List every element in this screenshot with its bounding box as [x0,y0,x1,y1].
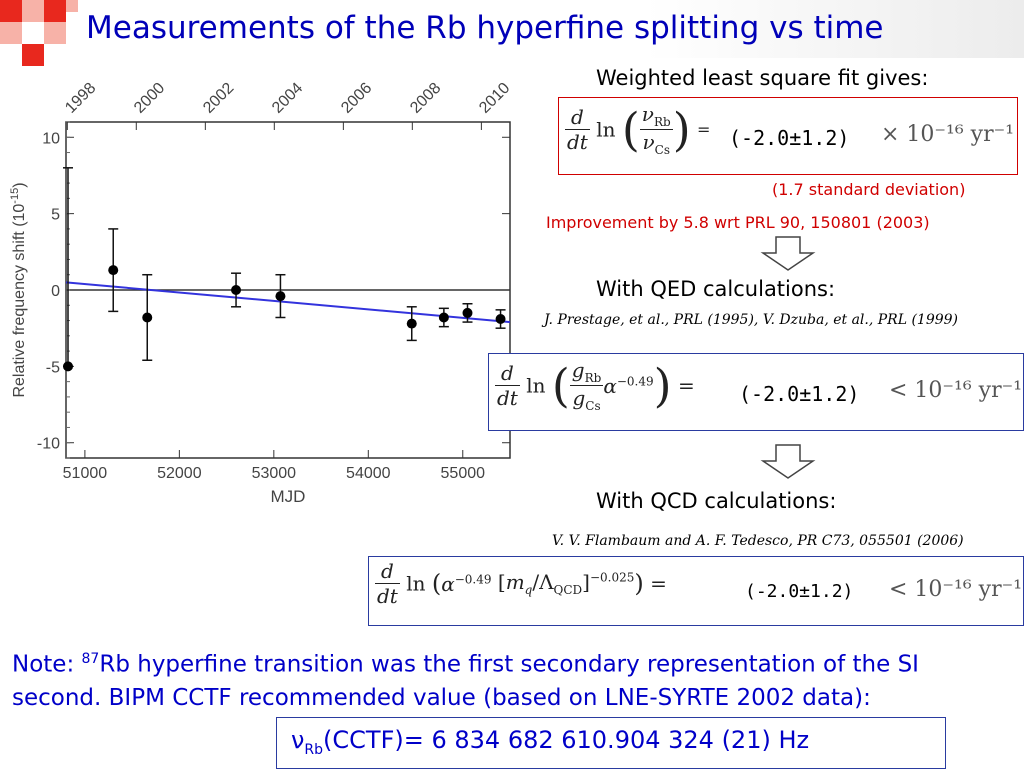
cctf-symbol: ν [291,726,305,754]
corner-square-1 [0,0,22,22]
data-point [63,361,73,372]
corner-square-7 [66,0,78,12]
top-year-label: 2002 [200,80,237,117]
equation-qed-value: (-2.0±1.2) [739,382,860,406]
data-point [495,314,506,325]
cctf-subscript: Rb [304,741,324,758]
x-tick-label: 52000 [157,465,202,482]
top-year-label: 2006 [338,80,375,117]
equation-qcd-value: (-2.0±1.2) [745,581,854,602]
x-axis-label: MJD [271,487,306,506]
d-dt-fraction: d dt [565,105,590,154]
cctf-box: νRb(CCTF)= 6 834 682 610.904 324 (21) Hz [276,717,946,769]
g-ratio-fraction: gRb gCs [569,358,604,413]
qcd-header: With QCD calculations: [596,489,837,513]
note-body: Rb hyperfine transition was the first se… [12,651,919,711]
note-text: Note: 87Rb hyperfine transition was the … [12,643,1012,715]
corner-square-2 [22,0,44,22]
equation-qed-unit: < 10⁻¹⁶ yr⁻¹ [889,378,1023,403]
y-tick-label: 10 [42,130,60,147]
x-tick-label: 54000 [346,465,391,482]
improvement-text: Improvement by 5.8 wrt PRL 90, 150801 (2… [546,213,930,232]
top-year-label: 1998 [62,80,99,117]
data-point [462,307,473,318]
top-year-label: 2004 [269,80,306,117]
equation-box-qcd: d dt ln (α−0.49 [mq/ΛQCD]−0.025) = (-2.0±… [368,556,1024,626]
y-tick-label: 5 [51,207,60,224]
d-dt-fraction: d dt [375,559,400,608]
equation-fit-unit: × 10⁻¹⁶ yr⁻¹ [881,122,1015,147]
std-dev-text: (1.7 standard deviation) [772,180,966,199]
fit-line [65,281,511,324]
corner-square-6 [22,44,44,66]
qed-reference: J. Prestage, et al., PRL (1995), V. Dzub… [544,312,959,328]
fit-header: Weighted least square fit gives: [596,66,929,90]
x-tick-label: 55000 [441,465,486,482]
y-tick-label: 0 [51,283,60,300]
qed-header: With QED calculations: [596,277,836,301]
equation-box-qed: d dt ln (gRb gCs α−0.49) = (-2.0±1.2) < 10⁻… [488,353,1024,431]
equation-box-fit: d dt ln (νRb νCs) = (-2.0±1.2) × 10⁻¹⁶ yr⁻… [558,97,1018,175]
corner-square-5 [44,22,66,44]
y-tick-label: -10 [37,436,60,453]
d-dt-fraction: d dt [495,361,520,410]
corner-square-4 [0,22,22,44]
cctf-value: νRb(CCTF)= 6 834 682 610.904 324 (21) Hz [291,726,809,758]
data-point [275,291,286,302]
data-point [406,318,417,329]
corner-square-3 [44,0,66,22]
top-year-label: 2008 [407,80,444,117]
cctf-text: (CCTF)= 6 834 682 610.904 324 (21) Hz [323,726,810,754]
down-arrow-icon [760,236,816,271]
y-axis-label: Relative frequency shift (10-15) [9,182,28,397]
note-superscript: 87 [81,651,100,667]
equation-fit-value: (-2.0±1.2) [729,126,850,150]
title-bar [78,0,1024,58]
nu-ratio-fraction: νRb νCs [639,102,673,157]
data-point [231,285,242,295]
x-tick-label: 53000 [252,465,297,482]
equation-qed-expression: d dt ln (gRb gCs α−0.49) = [495,358,695,413]
top-year-label: 2000 [131,80,168,117]
y-tick-label: -5 [46,359,60,376]
slide-title: Measurements of the Rb hyperfine splitti… [86,10,884,46]
down-arrow-icon [760,444,816,479]
data-point [108,265,119,276]
note-prefix: Note: [12,651,82,678]
qcd-reference: V. V. Flambaum and A. F. Tedesco, PR C73… [552,533,964,549]
equation-qcd-expression: d dt ln (α−0.49 [mq/ΛQCD]−0.025) = [375,559,667,608]
equation-qcd-unit: < 10⁻¹⁶ yr⁻¹ [889,577,1023,602]
equation-fit-expression: d dt ln (νRb νCs) = [565,102,711,157]
data-point [142,312,153,323]
data-point [438,312,449,323]
x-tick-label: 51000 [63,465,108,482]
top-year-label: 2010 [476,80,513,117]
